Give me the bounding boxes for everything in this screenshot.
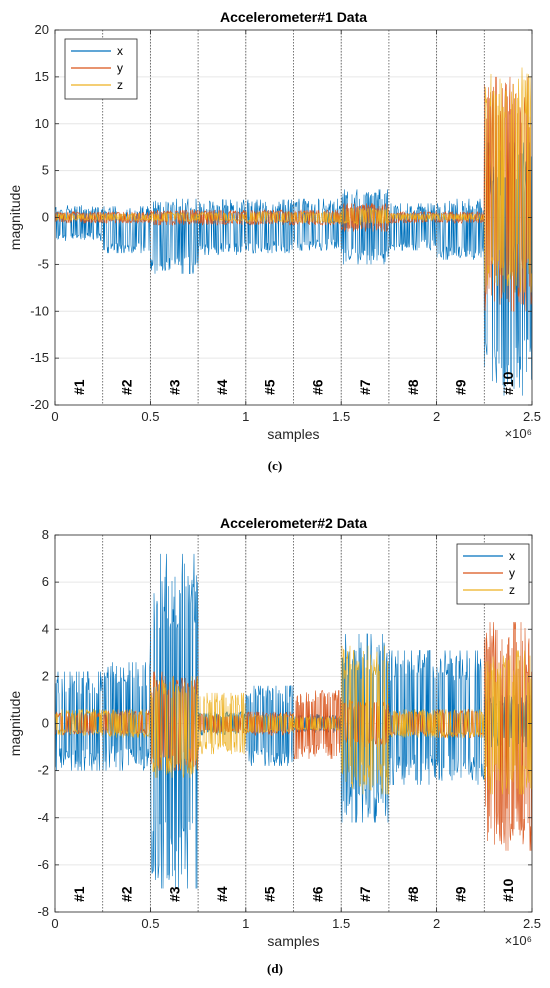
x-exponent-label: ×10⁶ — [505, 933, 532, 948]
y-tick-label: 15 — [35, 69, 49, 84]
segment-label: #10 — [500, 878, 516, 902]
legend-label-y: y — [509, 566, 515, 580]
legend-label-z: z — [509, 583, 515, 597]
x-tick-label: 1.5 — [332, 409, 350, 424]
chart-title: Accelerometer#1 Data — [220, 9, 367, 25]
y-tick-label: -15 — [30, 350, 49, 365]
y-tick-label: 6 — [42, 574, 49, 589]
segment-label: #4 — [214, 379, 230, 395]
y-tick-label: -8 — [37, 904, 49, 919]
panel-caption: (c) — [268, 458, 282, 473]
accelerometer-1-panel: #1 #2 #3 #4 #5 #6 #7 #8 #9 #10 0 0.5 1 1.5 2 2.5 -20 -15 -… — [7, 9, 541, 473]
y-axis-label: magnitude — [7, 185, 23, 251]
y-tick-label: 10 — [35, 116, 49, 131]
x-tick-label: 1 — [242, 916, 249, 931]
segment-label: #6 — [309, 379, 325, 395]
series-z-line — [55, 67, 532, 293]
segment-label: #10 — [500, 371, 516, 395]
segment-label: #2 — [119, 379, 135, 395]
y-tick-label: -2 — [37, 763, 49, 778]
series-layer — [55, 553, 532, 889]
x-axis-label: samples — [267, 933, 319, 949]
segment-label: #2 — [119, 886, 135, 902]
x-tick-label: 1 — [242, 409, 249, 424]
segment-label: #3 — [166, 886, 182, 902]
x-tick-label: 1.5 — [332, 916, 350, 931]
segment-label: #5 — [262, 886, 278, 902]
segment-label: #8 — [405, 379, 421, 395]
x-tick-label: 0.5 — [141, 916, 159, 931]
y-tick-label: 0 — [42, 210, 49, 225]
segment-label: #4 — [214, 886, 230, 902]
x-exponent-label: ×10⁶ — [505, 426, 532, 441]
y-tick-label: -10 — [30, 303, 49, 318]
series-y-line — [55, 622, 532, 851]
legend-label-y: y — [117, 61, 123, 75]
x-tick-label: 0 — [51, 916, 58, 931]
segment-label: #5 — [262, 379, 278, 395]
y-tick-label: -20 — [30, 397, 49, 412]
segment-label: #3 — [166, 379, 182, 395]
y-tick-label: 8 — [42, 527, 49, 542]
segment-label: #7 — [357, 379, 373, 395]
x-tick-label: 0.5 — [141, 409, 159, 424]
legend-label-z: z — [117, 78, 123, 92]
segment-label: #9 — [452, 886, 468, 902]
segment-label: #7 — [357, 886, 373, 902]
segment-label: #1 — [71, 379, 87, 395]
chart-title: Accelerometer#2 Data — [220, 515, 367, 531]
x-tick-label: 2.5 — [523, 916, 541, 931]
x-axis-label: samples — [267, 426, 319, 442]
y-tick-label: 2 — [42, 668, 49, 683]
x-tick-label: 2 — [433, 409, 440, 424]
y-axis-label: magnitude — [7, 691, 23, 757]
segment-label: #6 — [309, 886, 325, 902]
legend: xyz — [456, 543, 530, 605]
x-tick-label: 0 — [51, 409, 58, 424]
series-z-line — [55, 645, 532, 795]
segment-label: #1 — [71, 886, 87, 902]
accelerometer-2-panel: #1 #2 #3 #4 #5 #6 #7 #8 #9 #10 0 0.5 1 1.5 2 2.5 -8 -6 -4 -… — [7, 515, 541, 976]
y-tick-label: 20 — [35, 22, 49, 37]
legend-box — [64, 38, 138, 100]
legend-label-x: x — [509, 549, 515, 563]
segment-label: #8 — [405, 886, 421, 902]
y-tick-label: -4 — [37, 810, 49, 825]
x-tick-label: 2 — [433, 916, 440, 931]
y-tick-label: -6 — [37, 857, 49, 872]
legend-label-x: x — [117, 44, 123, 58]
legend: xyz — [64, 38, 138, 100]
y-tick-label: 5 — [42, 163, 49, 178]
x-tick-label: 2.5 — [523, 409, 541, 424]
segment-label: #9 — [452, 379, 468, 395]
y-tick-label: 4 — [42, 621, 49, 636]
series-x-line — [55, 553, 532, 889]
y-tick-label: -5 — [37, 256, 49, 271]
y-tick-label: 0 — [42, 716, 49, 731]
panel-caption: (d) — [267, 961, 283, 976]
legend-box — [456, 543, 530, 605]
